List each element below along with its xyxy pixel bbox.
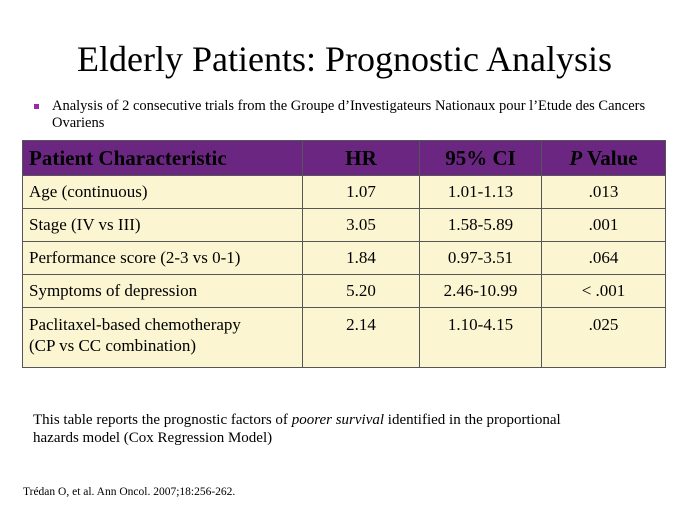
cell-ci: 0.97-3.51 — [419, 241, 542, 275]
header-hr: HR — [302, 140, 420, 176]
footnote: This table reports the prognostic factor… — [33, 411, 593, 447]
square-bullet-icon — [34, 104, 39, 109]
cell-characteristic: Age (continuous) — [22, 175, 303, 209]
cell-ci: 1.58-5.89 — [419, 208, 542, 242]
header-p-italic: P — [569, 145, 583, 170]
footnote-text-start: This table reports the prognostic factor… — [33, 412, 292, 428]
cell-characteristic-line2: (CP vs CC combination) — [29, 336, 197, 355]
header-patient-characteristic: Patient Characteristic — [22, 140, 303, 176]
cell-p-value: .064 — [541, 241, 666, 275]
cell-p-value: .025 — [541, 307, 666, 368]
table-header-row: Patient Characteristic HR 95% CI P Value — [22, 140, 666, 176]
cell-p-value: .013 — [541, 175, 666, 209]
header-p-value: P Value — [541, 140, 666, 176]
slide-title: Elderly Patients: Prognostic Analysis — [77, 39, 612, 79]
citation: Trédan O, et al. Ann Oncol. 2007;18:256-… — [23, 486, 236, 498]
cell-p-value: .001 — [541, 208, 666, 242]
table-row: Symptoms of depression 5.20 2.46-10.99 <… — [22, 274, 666, 308]
cell-hr: 2.14 — [302, 307, 420, 368]
cell-hr: 5.20 — [302, 274, 420, 308]
cell-characteristic: Stage (IV vs III) — [22, 208, 303, 242]
cell-ci: 1.01-1.13 — [419, 175, 542, 209]
header-95-ci: 95% CI — [419, 140, 542, 176]
prognostic-factors-table: Patient Characteristic HR 95% CI P Value… — [22, 140, 666, 368]
cell-characteristic: Paclitaxel-based chemotherapy (CP vs CC c… — [22, 307, 303, 368]
bullet-text: Analysis of 2 consecutive trials from th… — [52, 98, 646, 131]
cell-p-value: < .001 — [541, 274, 666, 308]
header-p-value-label: Value — [582, 145, 638, 170]
cell-ci: 1.10-4.15 — [419, 307, 542, 368]
cell-characteristic: Performance score (2-3 vs 0-1) — [22, 241, 303, 275]
table-row: Stage (IV vs III) 3.05 1.58-5.89 .001 — [22, 208, 666, 242]
table-row: Age (continuous) 1.07 1.01-1.13 .013 — [22, 175, 666, 209]
footnote-text-end: identified in the proportional hazards m… — [33, 412, 561, 446]
cell-hr: 1.07 — [302, 175, 420, 209]
table-row: Paclitaxel-based chemotherapy (CP vs CC c… — [22, 307, 666, 368]
cell-characteristic-line1: Paclitaxel-based chemotherapy — [29, 315, 241, 334]
table-row: Performance score (2-3 vs 0-1) 1.84 0.97… — [22, 241, 666, 275]
cell-ci: 2.46-10.99 — [419, 274, 542, 308]
cell-characteristic: Symptoms of depression — [22, 274, 303, 308]
footnote-emphasis: poorer survival — [291, 412, 385, 428]
cell-hr: 1.84 — [302, 241, 420, 275]
cell-hr: 3.05 — [302, 208, 420, 242]
